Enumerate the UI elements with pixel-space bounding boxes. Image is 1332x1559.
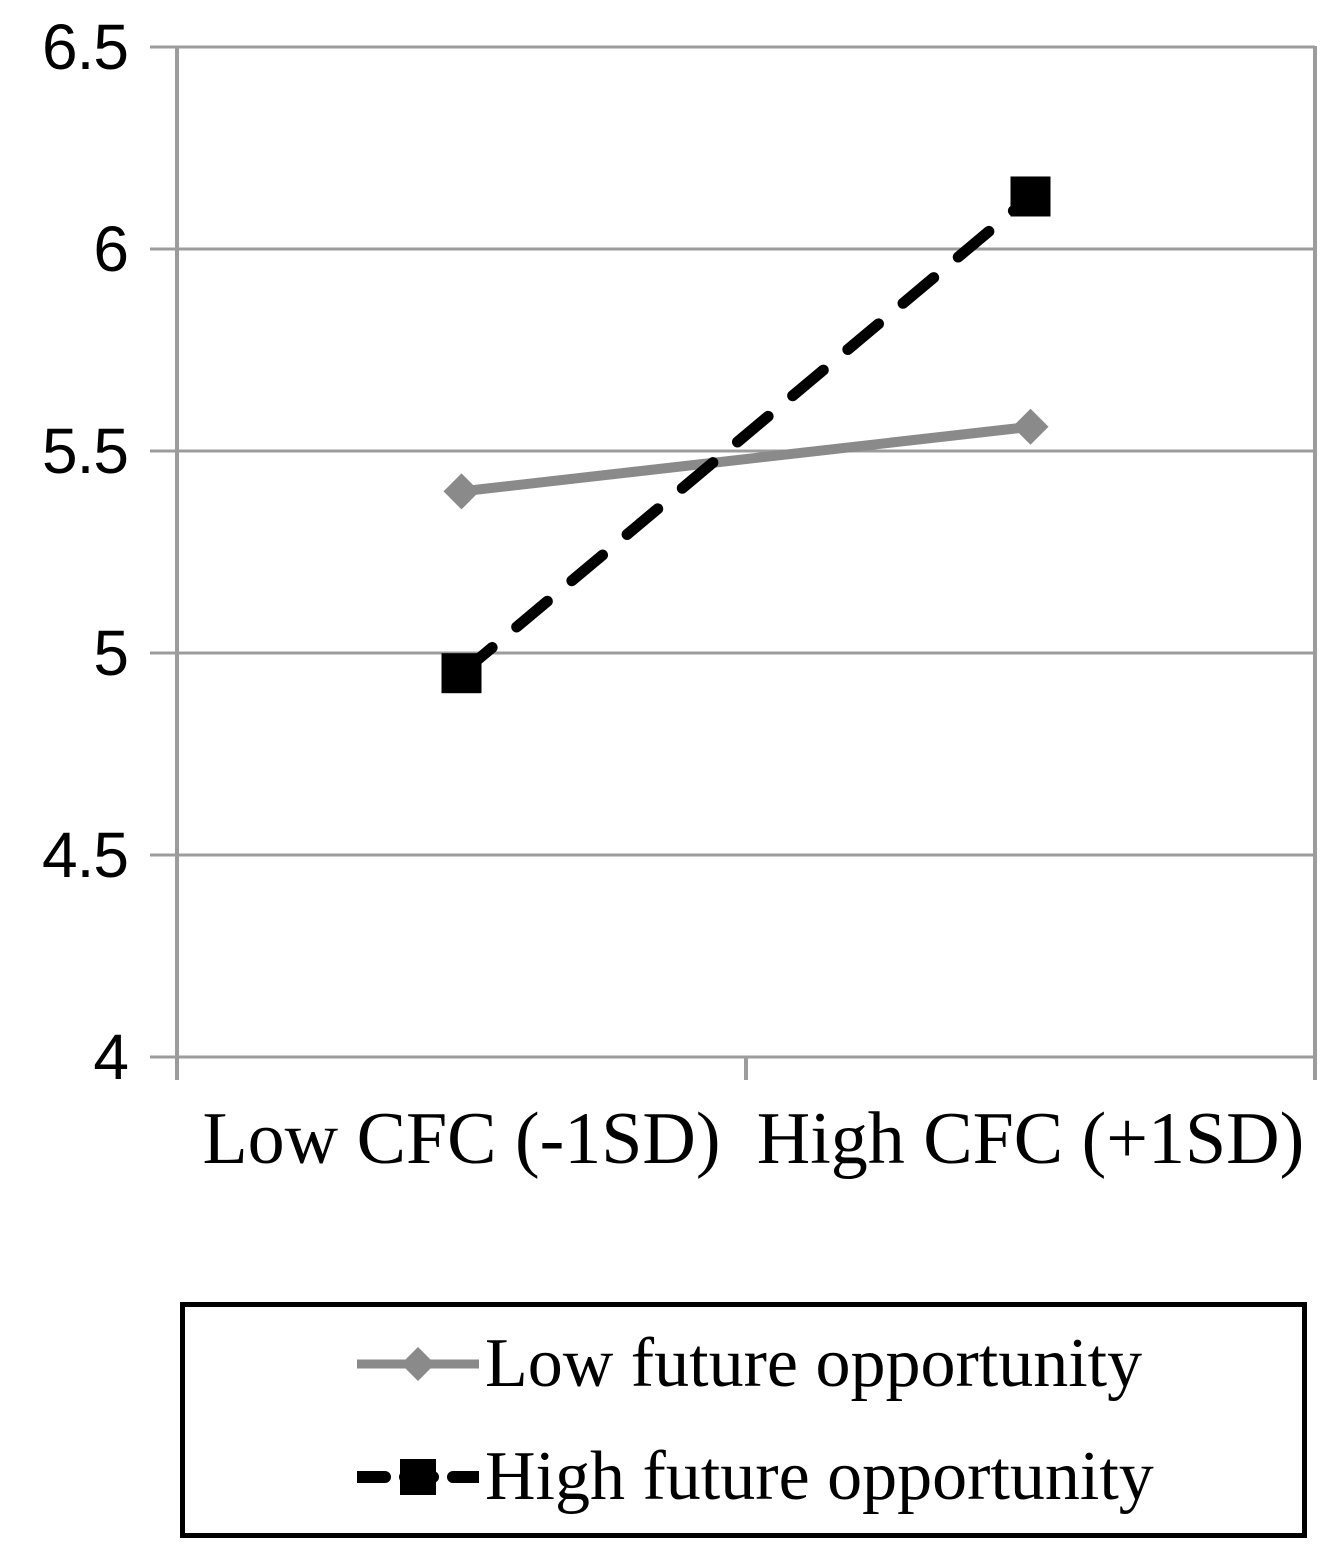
y-tick-label: 4 bbox=[93, 1021, 129, 1093]
plot-area bbox=[150, 45, 1317, 1080]
y-tick-label: 6 bbox=[93, 213, 129, 285]
legend-item: High future opportunity bbox=[185, 1420, 1302, 1533]
y-tick-label: 5 bbox=[93, 617, 129, 689]
y-tick-label: 6.5 bbox=[42, 11, 129, 83]
data-point-square-marker bbox=[1010, 176, 1051, 217]
y-tick-label: 5.5 bbox=[42, 415, 129, 487]
legend-solid-diamond-icon bbox=[357, 1346, 479, 1381]
data-point-square-marker bbox=[441, 653, 482, 694]
legend-dashed-square-icon bbox=[357, 1458, 479, 1495]
data-point-diamond-marker bbox=[1012, 408, 1049, 445]
series-line-solid bbox=[460, 421, 1032, 497]
legend-item: Low future opportunity bbox=[185, 1307, 1302, 1420]
legend-item-label: Low future opportunity bbox=[485, 1324, 1143, 1402]
x-category-label: Low CFC (-1SD) bbox=[202, 1098, 721, 1180]
series-line-dashed bbox=[456, 190, 1036, 679]
data-point-diamond-marker bbox=[443, 473, 480, 510]
legend-item-label: High future opportunity bbox=[485, 1437, 1154, 1515]
legend-box: Low future opportunity High future opport… bbox=[180, 1302, 1307, 1538]
x-category-label: High CFC (+1SD) bbox=[756, 1098, 1305, 1180]
y-tick-label: 4.5 bbox=[42, 819, 129, 891]
